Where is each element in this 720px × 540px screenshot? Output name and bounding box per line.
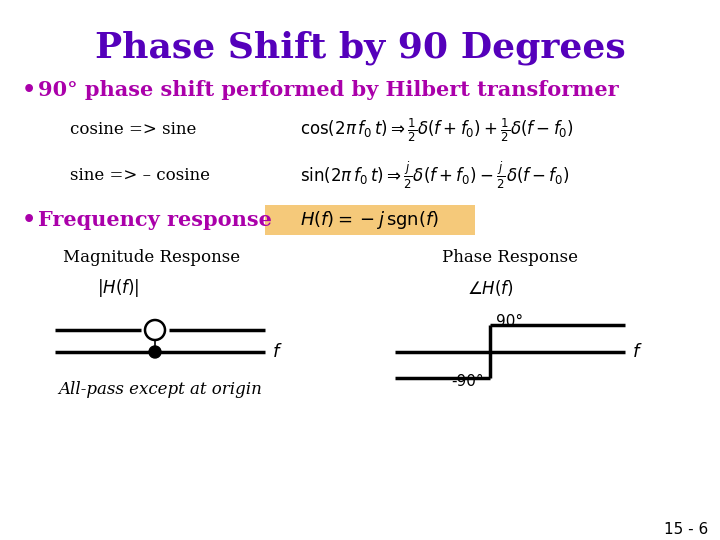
Text: $H(f) = -j\,\mathrm{sgn}(f)$: $H(f) = -j\,\mathrm{sgn}(f)$ — [300, 209, 439, 231]
Text: $|H(f)|$: $|H(f)|$ — [96, 277, 139, 299]
Text: Phase Response: Phase Response — [442, 249, 578, 267]
Text: •: • — [22, 80, 36, 100]
Bar — [265, 205, 475, 235]
Text: $f$: $f$ — [272, 343, 283, 361]
Text: -90°: -90° — [451, 374, 484, 388]
Text: $\sin(2\pi\, f_0\, t) \Rightarrow \frac{j}{2}\delta(f+f_0)-\frac{j}{2}\delta(f-f: $\sin(2\pi\, f_0\, t) \Rightarrow \frac{… — [300, 159, 570, 191]
Text: $f$: $f$ — [632, 343, 643, 361]
Text: 90°: 90° — [496, 314, 523, 328]
Text: All-pass except at origin: All-pass except at origin — [58, 381, 262, 399]
Text: Frequency response: Frequency response — [38, 210, 272, 230]
Circle shape — [149, 346, 161, 358]
Text: 90° phase shift performed by Hilbert transformer: 90° phase shift performed by Hilbert tra… — [38, 80, 618, 100]
Text: $\cos(2\pi\, f_0\, t) \Rightarrow \frac{1}{2}\delta(f+f_0)+\frac{1}{2}\delta(f-f: $\cos(2\pi\, f_0\, t) \Rightarrow \frac{… — [300, 116, 574, 144]
Text: Magnitude Response: Magnitude Response — [63, 249, 240, 267]
Text: cosine => sine: cosine => sine — [70, 122, 197, 138]
Text: sine => – cosine: sine => – cosine — [70, 166, 210, 184]
Text: 15 - 6: 15 - 6 — [664, 523, 708, 537]
Circle shape — [145, 320, 165, 340]
Text: •: • — [22, 210, 36, 230]
Text: $\angle H(f)$: $\angle H(f)$ — [467, 278, 513, 298]
Text: Phase Shift by 90 Degrees: Phase Shift by 90 Degrees — [94, 31, 626, 65]
